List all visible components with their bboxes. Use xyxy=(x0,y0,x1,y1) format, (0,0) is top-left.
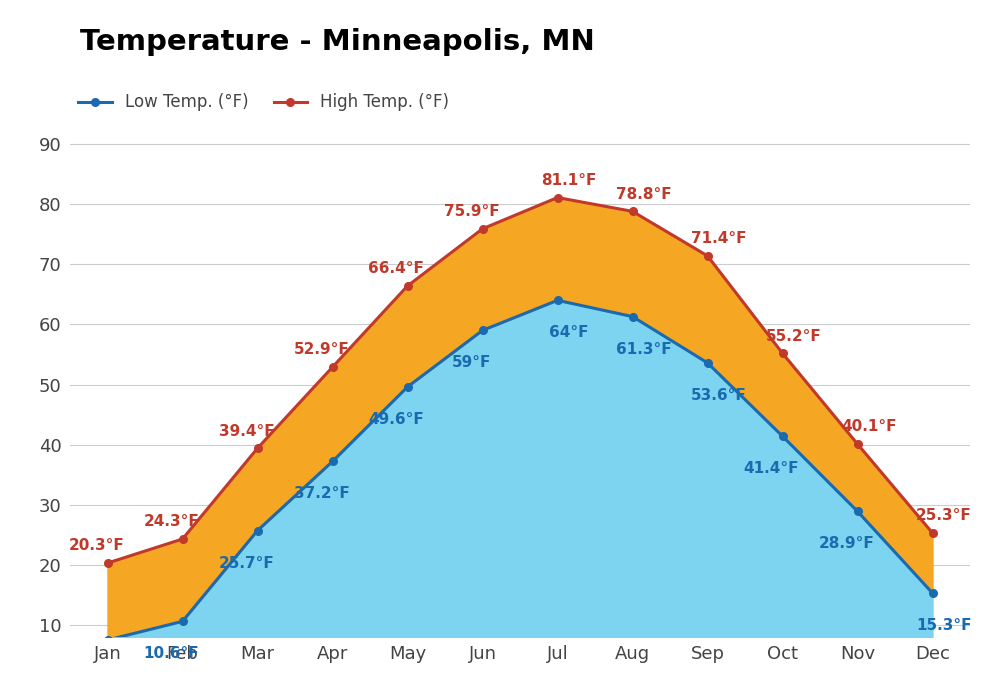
Low Temp. (°F) xyxy=(926,589,938,597)
High Temp. (°F) xyxy=(702,252,714,260)
High Temp. (°F) xyxy=(402,281,414,290)
Low Temp. (°F) xyxy=(102,636,114,644)
Text: 66.4°F: 66.4°F xyxy=(368,261,424,277)
Text: 37.2°F: 37.2°F xyxy=(294,486,349,501)
Text: 49.6°F: 49.6°F xyxy=(369,412,424,427)
Low Temp. (°F) xyxy=(702,358,714,367)
High Temp. (°F) xyxy=(102,559,114,567)
Text: 24.3°F: 24.3°F xyxy=(144,514,199,529)
Low Temp. (°F) xyxy=(552,296,564,304)
Low Temp. (°F) xyxy=(476,326,488,335)
Text: 15.3°F: 15.3°F xyxy=(916,618,971,633)
Low Temp. (°F) xyxy=(326,457,338,466)
Text: 52.9°F: 52.9°F xyxy=(294,342,349,357)
High Temp. (°F) xyxy=(326,363,338,371)
High Temp. (°F) xyxy=(852,440,864,448)
Text: 64°F: 64°F xyxy=(549,326,588,340)
High Temp. (°F) xyxy=(776,349,788,358)
Text: Temperature - Minneapolis, MN: Temperature - Minneapolis, MN xyxy=(80,28,595,56)
Text: 7.5°F: 7.5°F xyxy=(0,699,1,700)
Legend: Low Temp. (°F), High Temp. (°F): Low Temp. (°F), High Temp. (°F) xyxy=(78,94,449,111)
Text: 40.1°F: 40.1°F xyxy=(841,419,896,434)
High Temp. (°F) xyxy=(476,225,488,233)
High Temp. (°F) xyxy=(176,535,188,543)
Text: 78.8°F: 78.8°F xyxy=(616,187,671,202)
Text: 28.9°F: 28.9°F xyxy=(819,536,874,552)
Text: 75.9°F: 75.9°F xyxy=(444,204,499,219)
High Temp. (°F) xyxy=(626,207,639,216)
Text: 59°F: 59°F xyxy=(452,356,491,370)
Text: 39.4°F: 39.4°F xyxy=(219,424,274,438)
Low Temp. (°F) xyxy=(176,617,188,626)
High Temp. (°F) xyxy=(926,528,938,537)
Low Temp. (°F) xyxy=(252,526,264,535)
Text: 71.4°F: 71.4°F xyxy=(691,231,746,246)
Low Temp. (°F) xyxy=(402,383,414,391)
High Temp. (°F) xyxy=(552,193,564,202)
Text: 81.1°F: 81.1°F xyxy=(541,173,596,188)
Text: 41.4°F: 41.4°F xyxy=(744,461,799,476)
Text: 53.6°F: 53.6°F xyxy=(691,388,746,403)
Text: 25.3°F: 25.3°F xyxy=(916,508,971,524)
Low Temp. (°F) xyxy=(626,312,639,321)
Low Temp. (°F) xyxy=(852,508,864,516)
Low Temp. (°F) xyxy=(776,432,788,440)
Text: 61.3°F: 61.3°F xyxy=(616,342,671,356)
Text: 20.3°F: 20.3°F xyxy=(69,538,124,553)
Text: 55.2°F: 55.2°F xyxy=(766,328,821,344)
Line: High Temp. (°F): High Temp. (°F) xyxy=(104,194,936,567)
Text: 10.6°F: 10.6°F xyxy=(144,646,199,662)
Line: Low Temp. (°F): Low Temp. (°F) xyxy=(104,297,936,644)
High Temp. (°F) xyxy=(252,444,264,452)
Text: 25.7°F: 25.7°F xyxy=(219,556,274,570)
